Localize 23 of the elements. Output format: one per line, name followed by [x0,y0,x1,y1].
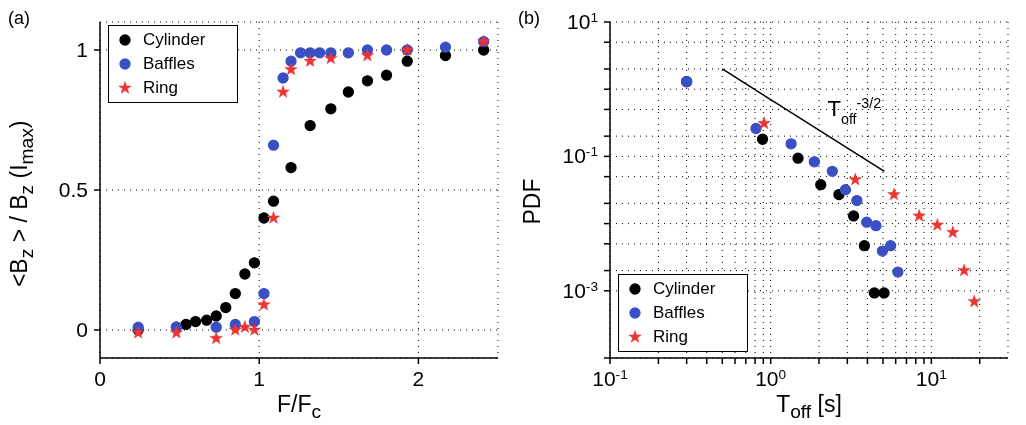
y-tick-label: 0.5 [58,178,88,201]
legend-label: Ring [143,78,178,98]
y-tick-label: 10$^{-3}$ [562,278,598,302]
y-tick-label: 1 [76,38,88,61]
x-axis-title: T$_{off}$ [s] [775,391,843,423]
y-tick-label: 10$^{-1}$ [562,143,598,168]
x-axis-title: F/F$_{c}$ [275,391,323,423]
chart-title: (b) [518,8,540,29]
legend-label: Cylinder [143,30,206,50]
chart-title: (a) [8,8,30,29]
y-axis-title: PDF [518,177,546,227]
legend-label: Cylinder [653,279,716,299]
x-tick-label: 0 [94,367,106,390]
legend-label: Baffles [653,303,705,323]
y-tick-label: 10$^{1}$ [567,9,598,33]
x-tick-label: 10$^{-1}$ [592,366,628,390]
x-tick-label: 1 [253,367,266,390]
x-tick-label: 10$^{0}$ [755,366,787,390]
x-tick-label: 2 [412,367,425,390]
legend-label: Ring [653,327,688,347]
x-tick-label: 10$^{1}$ [915,366,947,390]
y-tick-label: 0 [76,318,88,341]
legend-label: Baffles [143,54,195,74]
